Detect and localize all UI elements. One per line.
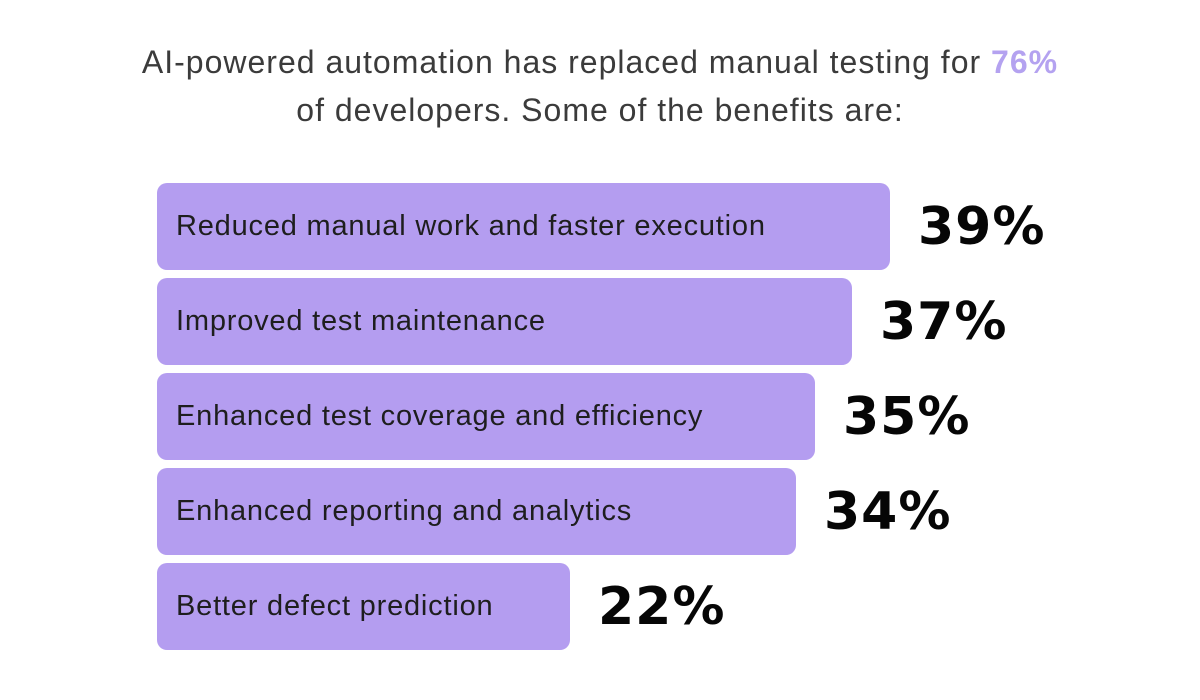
- bar-better-defect-prediction: Better defect prediction: [157, 563, 570, 650]
- bar-row: Enhanced test coverage and efficiency 35…: [157, 373, 1200, 460]
- bar-label: Enhanced test coverage and efficiency: [176, 400, 704, 432]
- bar-row: Better defect prediction 22%: [157, 563, 1200, 650]
- bar-value-label: 37%: [880, 291, 1008, 352]
- bar-chart: Reduced manual work and faster execution…: [0, 183, 1200, 650]
- bar-label: Reduced manual work and faster execution: [176, 210, 766, 242]
- bar-value-label: 39%: [918, 196, 1046, 257]
- bar-row: Enhanced reporting and analytics 34%: [157, 468, 1200, 555]
- bar-improved-test-maintenance: Improved test maintenance: [157, 278, 852, 365]
- bar-value-label: 34%: [824, 481, 952, 542]
- bar-label: Enhanced reporting and analytics: [176, 495, 633, 527]
- bar-value-label: 35%: [843, 386, 971, 447]
- page-title: AI-powered automation has replaced manua…: [0, 0, 1200, 134]
- bar-value-label: 22%: [598, 576, 726, 637]
- bar-row: Reduced manual work and faster execution…: [157, 183, 1200, 270]
- bar-label: Better defect prediction: [176, 590, 494, 622]
- title-highlight-stat: 76%: [991, 44, 1059, 80]
- bar-reduced-manual-work: Reduced manual work and faster execution: [157, 183, 890, 270]
- bar-enhanced-reporting: Enhanced reporting and analytics: [157, 468, 796, 555]
- bar-label: Improved test maintenance: [176, 305, 546, 337]
- title-line1: AI-powered automation has replaced manua…: [141, 44, 982, 80]
- title-line2: of developers. Some of the benefits are:: [296, 92, 904, 128]
- bar-row: Improved test maintenance 37%: [157, 278, 1200, 365]
- bar-enhanced-test-coverage: Enhanced test coverage and efficiency: [157, 373, 815, 460]
